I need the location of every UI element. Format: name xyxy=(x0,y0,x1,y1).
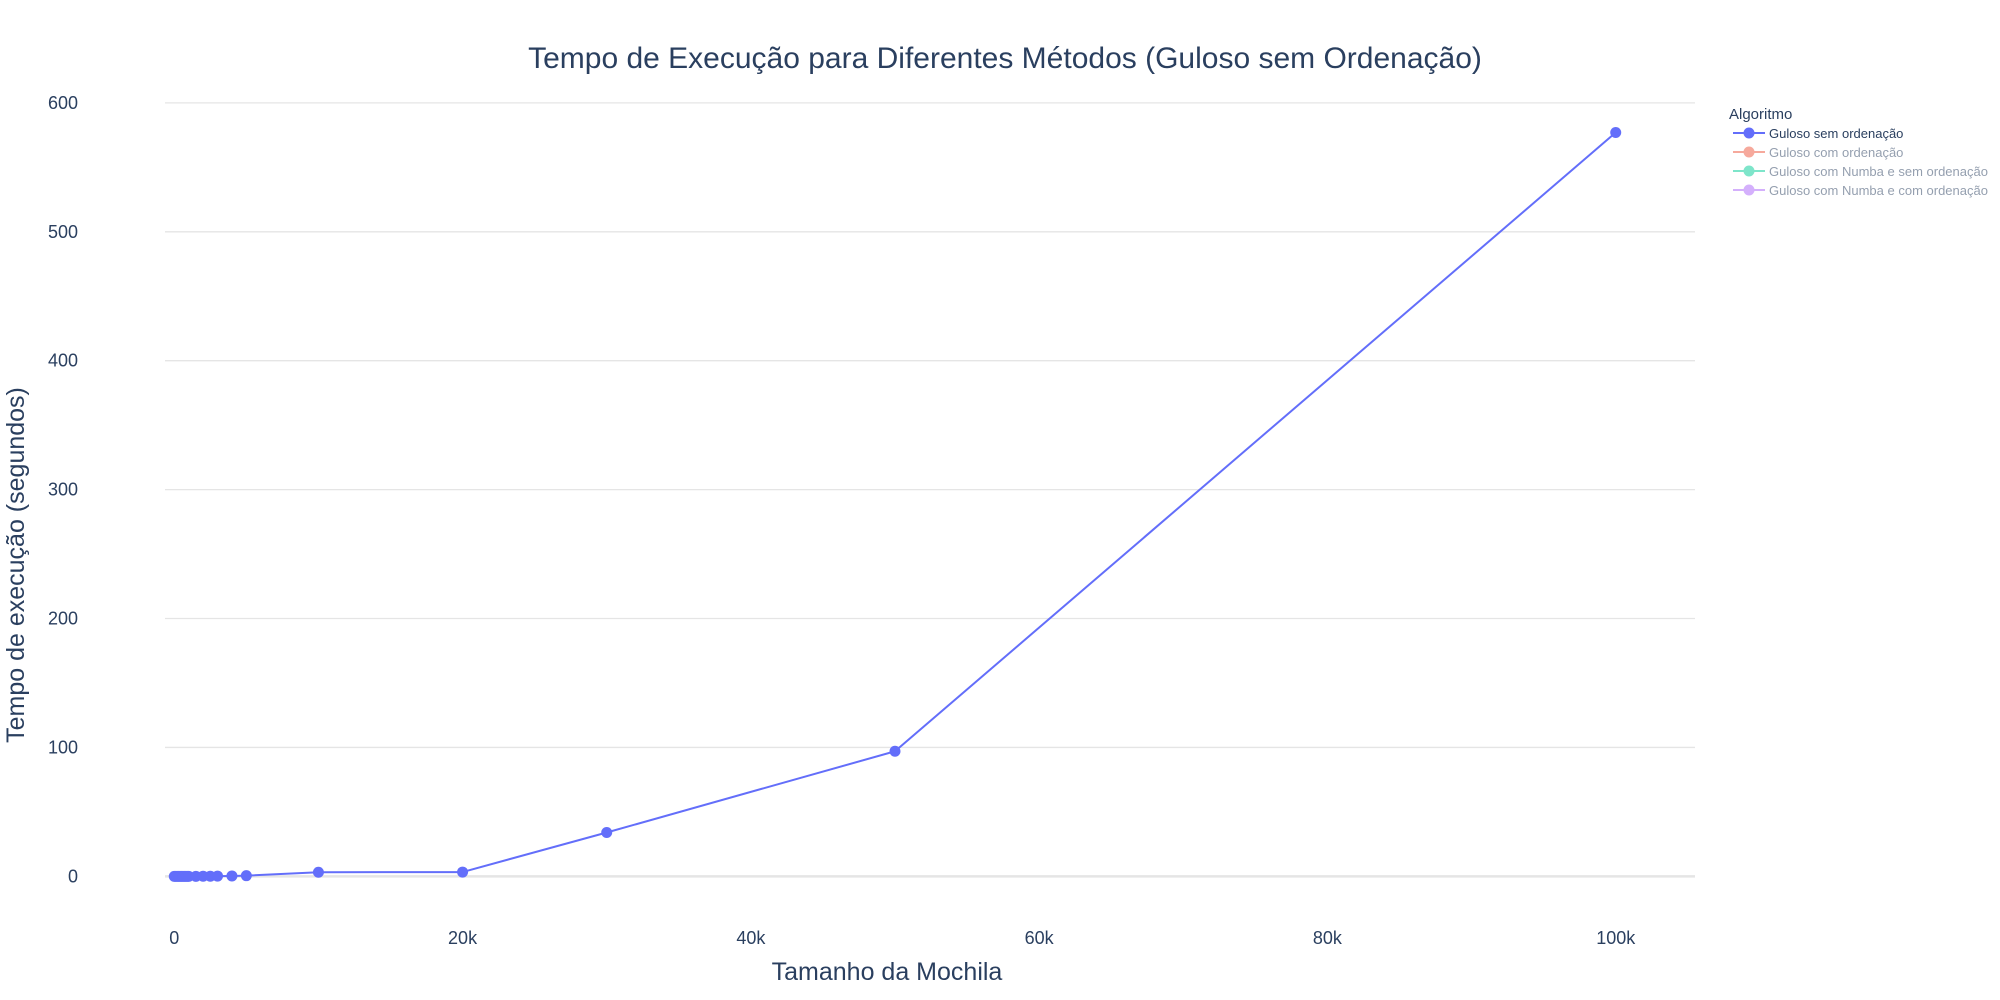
legend: Algoritmo Guloso sem ordenação Guloso com… xyxy=(1729,106,1988,198)
gridlines xyxy=(165,102,1695,878)
x-axis-tick-labels: 0 20k 40k 60k 80k 100k xyxy=(169,928,1636,948)
y-tick-label: 300 xyxy=(48,480,78,500)
plot-area xyxy=(168,127,1622,882)
chart-title: Tempo de Execução para Diferentes Método… xyxy=(528,42,1482,75)
data-point xyxy=(457,866,469,878)
legend-label: Guloso com Numba e com ordenação xyxy=(1769,183,1988,198)
data-point xyxy=(312,866,324,878)
y-tick-label: 200 xyxy=(48,609,78,629)
data-point xyxy=(601,827,613,838)
x-tick-label: 0 xyxy=(169,928,179,948)
data-point xyxy=(240,870,252,882)
legend-marker-icon xyxy=(1743,165,1755,177)
x-tick-label: 20k xyxy=(448,928,478,948)
x-axis-title: Tamanho da Mochila xyxy=(772,958,1003,986)
legend-title: Algoritmo xyxy=(1729,106,1792,123)
data-point xyxy=(212,870,224,882)
legend-item[interactable]: Guloso com Numba e com ordenação xyxy=(1733,183,1988,198)
y-tick-label: 400 xyxy=(48,351,78,371)
legend-marker-icon xyxy=(1743,184,1755,196)
legend-marker-icon xyxy=(1743,127,1755,139)
legend-items: Guloso sem ordenação Guloso com ordenação… xyxy=(1733,126,1988,198)
y-tick-label: 600 xyxy=(48,93,78,113)
x-tick-label: 40k xyxy=(736,928,766,948)
legend-item[interactable]: Guloso com Numba e sem ordenação xyxy=(1733,164,1988,179)
y-tick-label: 0 xyxy=(68,866,78,886)
data-point xyxy=(889,745,901,757)
data-point xyxy=(226,870,238,882)
y-axis-title: Tempo de execução (segundos) xyxy=(2,387,30,743)
legend-item[interactable]: Guloso com ordenação xyxy=(1733,145,1903,160)
data-point xyxy=(1610,127,1622,139)
x-tick-label: 60k xyxy=(1025,928,1055,948)
y-axis-tick-labels: 0 100 200 300 400 500 600 xyxy=(48,93,78,886)
legend-label: Guloso sem ordenação xyxy=(1769,126,1903,141)
x-tick-label: 100k xyxy=(1596,928,1636,948)
legend-label: Guloso com Numba e sem ordenação xyxy=(1769,164,1988,179)
y-tick-label: 500 xyxy=(48,222,78,242)
x-tick-label: 80k xyxy=(1313,928,1343,948)
legend-marker-icon xyxy=(1743,146,1755,158)
legend-item[interactable]: Guloso sem ordenação xyxy=(1733,126,1903,141)
legend-label: Guloso com ordenação xyxy=(1769,145,1903,160)
y-tick-label: 100 xyxy=(48,737,78,757)
